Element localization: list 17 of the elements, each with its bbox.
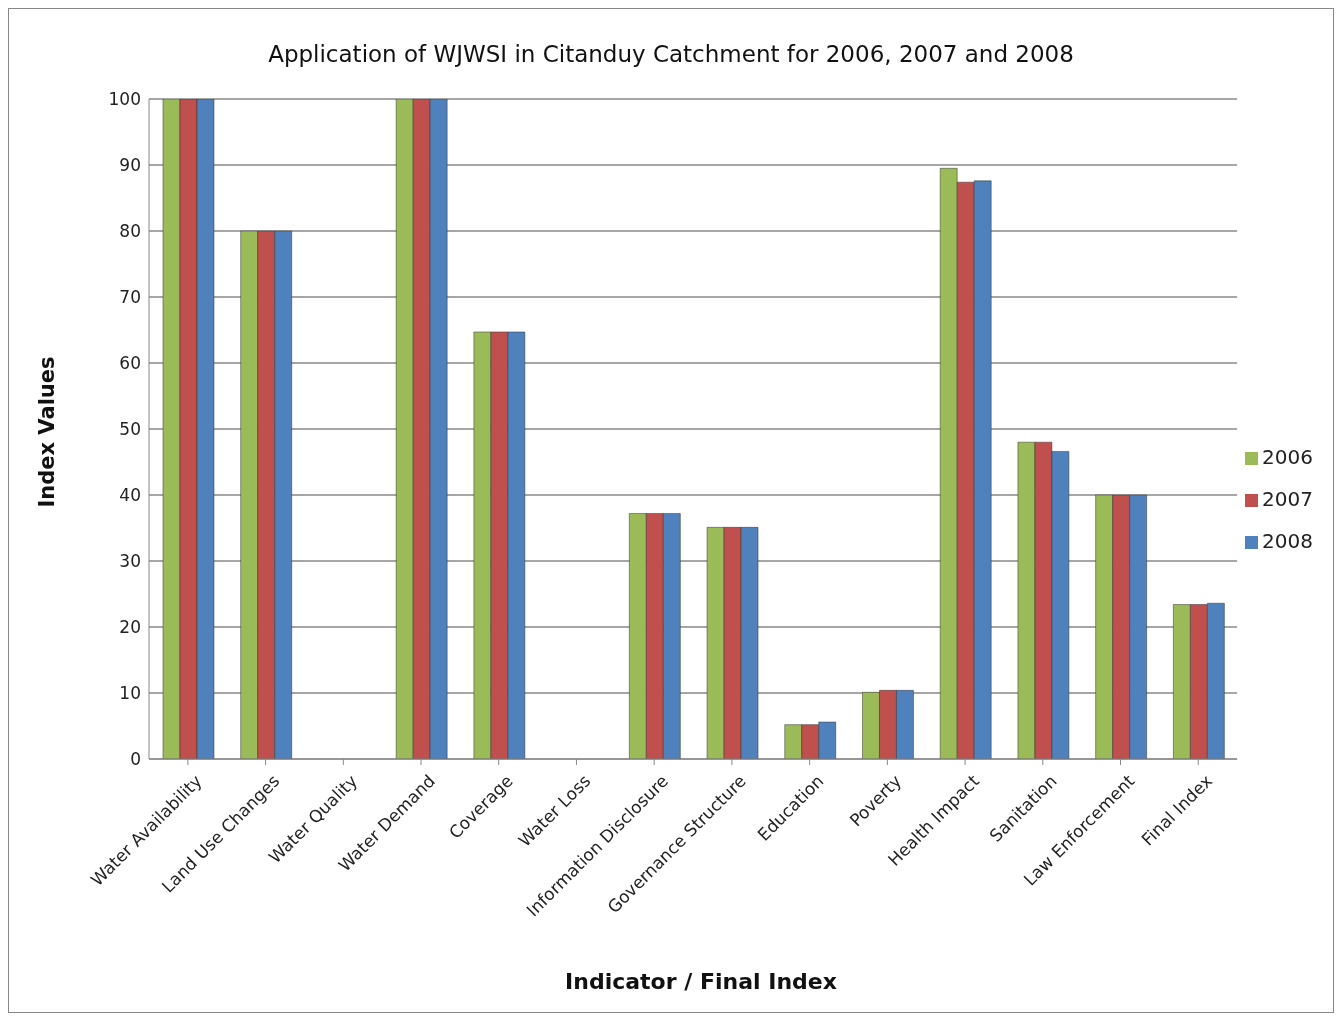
y-tick-label: 90 <box>119 155 141 176</box>
y-tick-label: 80 <box>119 221 141 242</box>
x-axis-title: Indicator / Final Index <box>564 969 838 994</box>
y-tick-label: 60 <box>119 353 141 374</box>
y-tick-label: 100 <box>108 89 141 110</box>
chart-title: Application of WJWSI in Citanduy Catchment for 2006, 2007 and 2008 <box>267 41 1075 67</box>
y-tick-label: 50 <box>119 419 141 440</box>
y-tick-label: 40 <box>119 485 141 506</box>
y-tick-label: 0 <box>130 749 141 770</box>
y-tick-label: 10 <box>119 683 141 704</box>
y-tick-label: 20 <box>119 617 141 638</box>
y-axis-title: Index Values <box>35 356 59 508</box>
legend-label: 2007 <box>1262 487 1313 511</box>
legend-label: 2008 <box>1262 529 1313 553</box>
y-tick-label: 30 <box>119 551 141 572</box>
y-tick-label: 70 <box>119 287 141 308</box>
legend-label: 2006 <box>1262 445 1313 469</box>
